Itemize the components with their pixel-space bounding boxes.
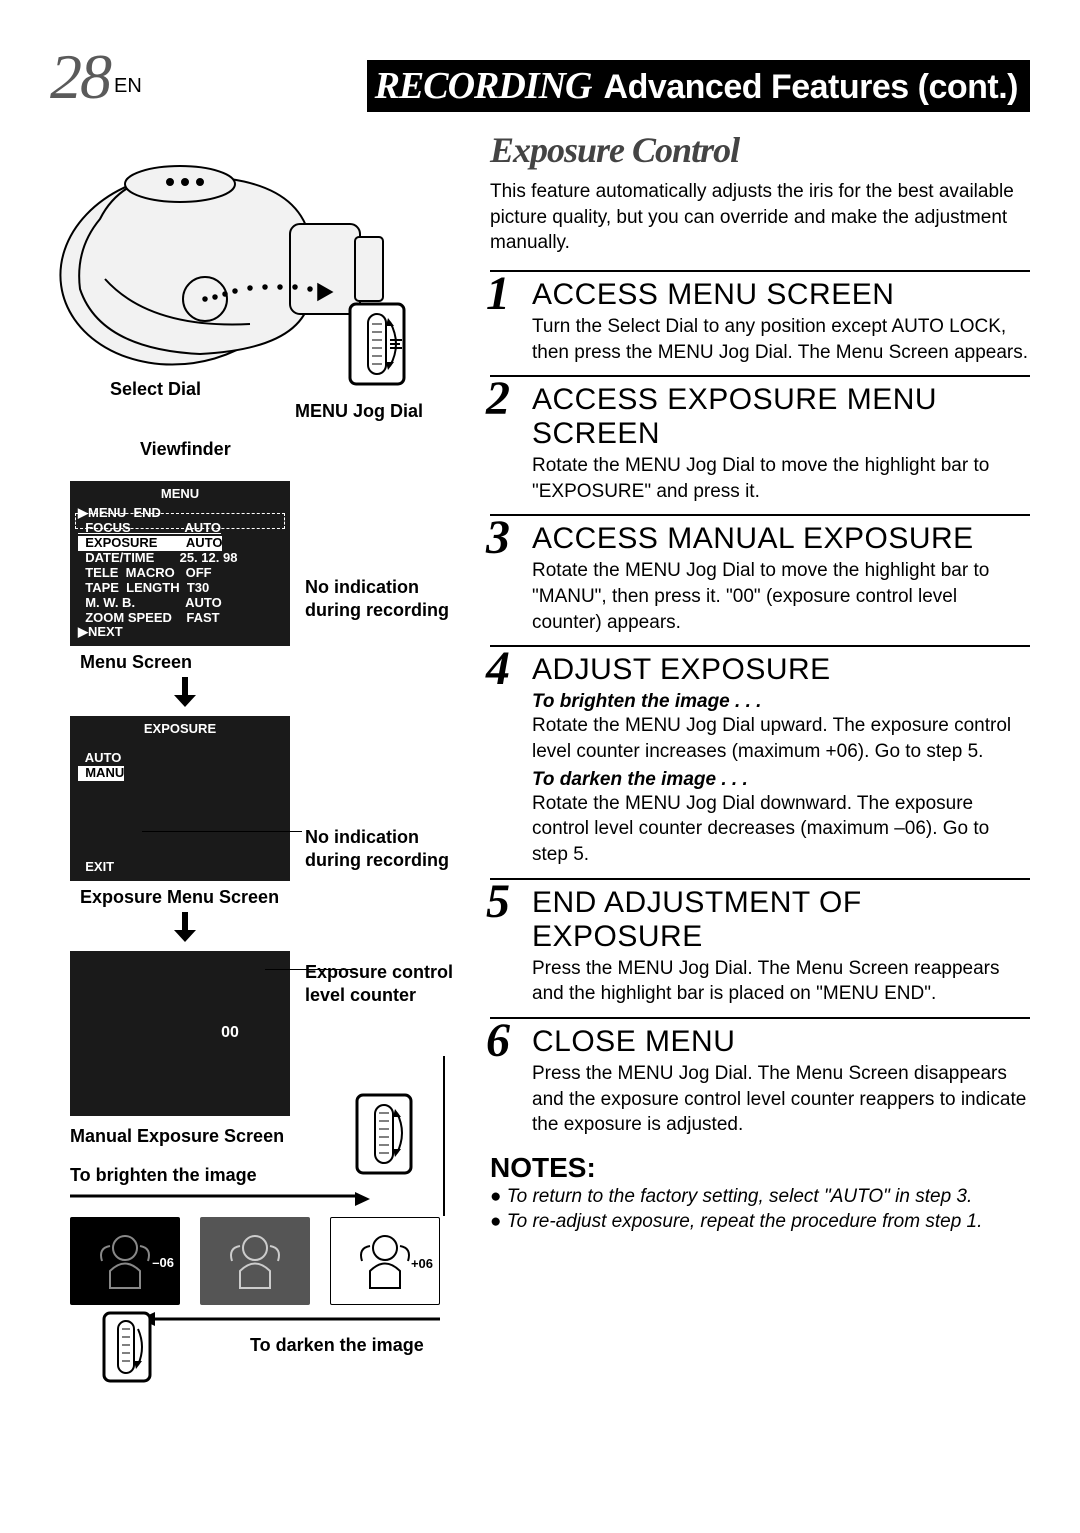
no-indication-note: No indication during recording: [305, 576, 465, 621]
step-body: Turn the Select Dial to any position exc…: [532, 314, 1030, 365]
menu-jog-label: MENU Jog Dial: [295, 401, 423, 422]
arrow-right-icon: [70, 1192, 370, 1206]
section-intro: This feature automatically adjusts the i…: [490, 179, 1030, 256]
step-body: Press the MENU Jog Dial. The Menu Screen…: [532, 1061, 1030, 1138]
step-body: Rotate the MENU Jog Dial to move the hig…: [532, 558, 1030, 635]
page-lang: EN: [114, 75, 142, 97]
step-2: ACCESS EXPOSURE MENU SCREEN 2 Rotate the…: [490, 375, 1030, 504]
step-title: ACCESS MANUAL EXPOSURE: [490, 522, 1030, 556]
exposure-exit: EXIT: [78, 860, 114, 875]
section-title: Exposure Control: [490, 129, 1030, 171]
step-1: ACCESS MENU SCREEN 1 Turn the Select Dia…: [490, 270, 1030, 365]
bright-image-box: +06: [330, 1217, 440, 1305]
step-body: Rotate the MENU Jog Dial downward. The e…: [532, 791, 1030, 868]
step-title: END ADJUSTMENT OF EXPOSURE: [490, 886, 1030, 954]
step-number: 6: [486, 1017, 510, 1065]
menu-row: TELE MACRO OFF: [78, 566, 282, 581]
camcorder-illustration: Select Dial MENU Jog Dial Viewfinder: [50, 129, 460, 399]
mid-image-box: [200, 1217, 310, 1305]
arrow-left-icon: [140, 1312, 440, 1326]
step-number: 1: [486, 270, 510, 318]
step-body: Rotate the MENU Jog Dial to move the hig…: [532, 453, 1030, 504]
step-title: CLOSE MENU: [490, 1025, 1030, 1059]
step-subhead: To brighten the image . . .: [532, 691, 1030, 713]
arrow-down-icon: [170, 912, 460, 947]
menu-row: TAPE LENGTH T30: [78, 581, 282, 596]
arrow-down-icon: [170, 677, 460, 712]
exposure-menu-label: Exposure Menu Screen: [80, 887, 460, 908]
brighten-label: To brighten the image: [70, 1165, 460, 1186]
menu-row: DATE/TIME 25. 12. 98: [78, 551, 282, 566]
plus-label: +06: [411, 1256, 433, 1271]
step-number: 5: [486, 878, 510, 926]
menu-row: ▶MENU END: [78, 506, 282, 521]
step-6: CLOSE MENU 6 Press the MENU Jog Dial. Th…: [490, 1017, 1030, 1138]
step-number: 3: [486, 514, 510, 562]
exposure-screen-title: EXPOSURE: [78, 722, 282, 737]
page-header: 28EN RECORDING Advanced Features (cont.): [50, 40, 1030, 114]
exposure-counter-label: Exposure control level counter: [305, 961, 465, 1006]
jog-dial-icon: [102, 1311, 152, 1394]
step-body: Rotate the MENU Jog Dial upward. The exp…: [532, 713, 1030, 764]
exposure-row-highlighted: MANU: [78, 766, 124, 781]
menu-screen-title: MENU: [78, 487, 282, 502]
note-item: To return to the factory setting, select…: [490, 1184, 1030, 1210]
step-number: 4: [486, 645, 510, 693]
header-subtitle: Advanced Features (cont.): [604, 68, 1018, 107]
darken-label: To darken the image: [250, 1335, 460, 1356]
menu-row: ZOOM SPEED FAST: [78, 611, 282, 626]
step-title: ADJUST EXPOSURE: [490, 653, 1030, 687]
menu-row: ▶NEXT: [78, 625, 282, 640]
menu-row: FOCUS AUTO: [78, 521, 282, 536]
select-dial-label: Select Dial: [110, 379, 201, 400]
no-indication-note-2: No indication during recording: [305, 826, 465, 871]
step-title: ACCESS EXPOSURE MENU SCREEN: [490, 383, 1030, 451]
notes-title: NOTES:: [490, 1152, 1030, 1184]
exposure-counter-value: 00: [221, 1024, 239, 1042]
note-item: To re-adjust exposure, repeat the proced…: [490, 1209, 1030, 1235]
page-number-value: 28: [50, 41, 110, 112]
dark-image-box: –06: [70, 1217, 180, 1305]
menu-screen: MENU ▶MENU END FOCUS AUTO EXPOSURE AUTO …: [70, 481, 290, 646]
step-3: ACCESS MANUAL EXPOSURE 3 Rotate the MENU…: [490, 514, 1030, 635]
header-banner: RECORDING Advanced Features (cont.): [367, 60, 1030, 112]
minus-label: –06: [152, 1255, 174, 1270]
step-title: ACCESS MENU SCREEN: [490, 278, 1030, 312]
header-section: RECORDING: [375, 64, 592, 108]
menu-row: M. W. B. AUTO: [78, 596, 282, 611]
step-number: 2: [486, 375, 510, 423]
viewfinder-label: Viewfinder: [140, 439, 231, 460]
step-subhead: To darken the image . . .: [532, 769, 1030, 791]
menu-screen-label: Menu Screen: [80, 652, 460, 673]
exposure-row: AUTO: [78, 751, 282, 766]
manual-exposure-screen: 00: [70, 951, 290, 1116]
exposure-screen: EXPOSURE AUTO MANU EXIT: [70, 716, 290, 881]
step-5: END ADJUSTMENT OF EXPOSURE 5 Press the M…: [490, 878, 1030, 1007]
menu-row-highlighted: EXPOSURE AUTO: [78, 536, 222, 551]
step-4: ADJUST EXPOSURE 4 To brighten the image …: [490, 645, 1030, 867]
page-number: 28EN: [50, 40, 138, 114]
step-body: Press the MENU Jog Dial. The Menu Screen…: [532, 956, 1030, 1007]
notes-list: To return to the factory setting, select…: [490, 1184, 1030, 1235]
